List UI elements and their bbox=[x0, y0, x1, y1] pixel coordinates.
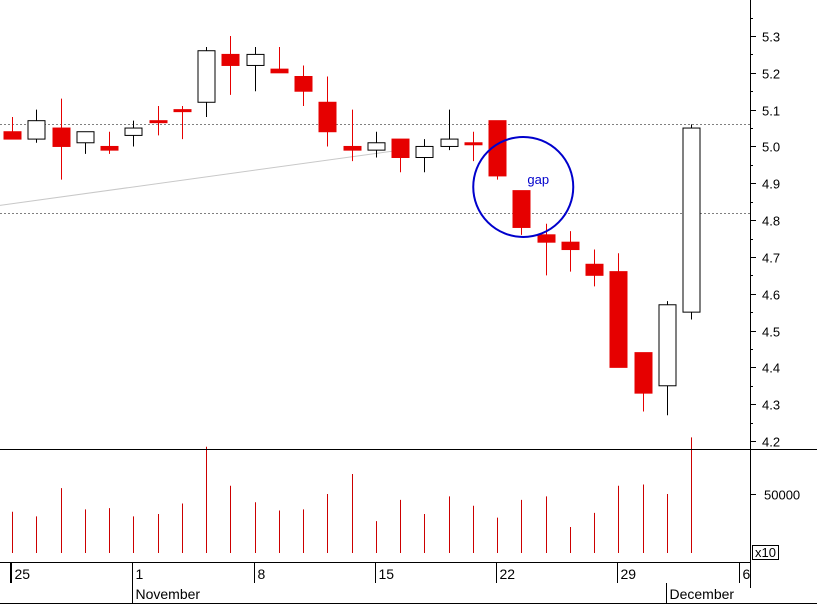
candle-body bbox=[658, 304, 677, 387]
candle-body bbox=[343, 145, 362, 151]
candle-body bbox=[270, 68, 289, 74]
candle bbox=[682, 124, 701, 320]
candle-body bbox=[173, 109, 192, 113]
candle-body bbox=[537, 234, 556, 243]
volume-multiplier-box bbox=[752, 545, 779, 560]
price-tick-label: 4.4 bbox=[762, 361, 780, 376]
price-axis: 4.2 4.3 4.4 4.5 4.6 4.7 4.8 4.9 5.0 5.1 5.2 5.3 bbox=[750, 18, 780, 450]
candle bbox=[100, 131, 119, 154]
date-tick-label: 29 bbox=[621, 566, 637, 582]
candle bbox=[537, 223, 556, 276]
month-tick-label: December bbox=[670, 586, 735, 602]
volume-tick-label: 50000 bbox=[764, 488, 800, 503]
candle-body bbox=[512, 190, 531, 228]
candle-body bbox=[246, 53, 265, 66]
candle-body bbox=[609, 271, 628, 368]
candle bbox=[3, 117, 22, 140]
candle-body bbox=[124, 127, 143, 136]
trend-line bbox=[0, 149, 401, 206]
volume-multiplier-label: x10 bbox=[755, 545, 776, 560]
candle-body bbox=[27, 120, 46, 140]
candle bbox=[124, 120, 143, 147]
price-tick-label: 4.5 bbox=[762, 325, 780, 340]
price-tick-label: 4.7 bbox=[762, 251, 780, 266]
candle bbox=[440, 109, 459, 151]
candle bbox=[270, 47, 289, 74]
price-tick-label: 5.0 bbox=[762, 140, 780, 155]
candle-body bbox=[52, 127, 71, 147]
volume-bars bbox=[12, 437, 692, 553]
price-tick-label: 5.2 bbox=[762, 67, 780, 82]
price-tick-label: 5.1 bbox=[762, 104, 780, 119]
candle-body bbox=[634, 352, 653, 394]
candle-body bbox=[415, 145, 434, 158]
candle-body bbox=[197, 50, 216, 103]
candle bbox=[221, 36, 240, 95]
candle-body bbox=[367, 142, 386, 151]
candle-body bbox=[100, 145, 119, 151]
candle bbox=[464, 131, 483, 162]
candle bbox=[609, 253, 628, 368]
candle bbox=[415, 139, 434, 173]
price-tick-label: 4.9 bbox=[762, 177, 780, 192]
candle bbox=[512, 190, 531, 235]
candle-body bbox=[294, 76, 313, 92]
candle bbox=[52, 98, 71, 180]
candle bbox=[246, 47, 265, 92]
candle bbox=[488, 120, 507, 180]
date-tick-label: 22 bbox=[500, 566, 516, 582]
candle-body bbox=[149, 120, 168, 124]
price-tick-label: 4.3 bbox=[762, 398, 780, 413]
candle bbox=[294, 65, 313, 106]
candle-body bbox=[682, 127, 701, 313]
gap-annotation-label: gap bbox=[527, 172, 549, 187]
gap-circle bbox=[472, 135, 575, 238]
candle bbox=[197, 47, 216, 117]
candle bbox=[367, 131, 386, 158]
annotations: gap bbox=[472, 135, 575, 238]
reference-lines bbox=[0, 124, 750, 214]
candle bbox=[76, 131, 95, 154]
price-tick-label: 4.2 bbox=[762, 435, 780, 450]
date-tick-label: 15 bbox=[379, 566, 395, 582]
candle-body bbox=[391, 138, 410, 159]
candle-body bbox=[561, 241, 580, 251]
date-tick-label: 25 bbox=[15, 566, 31, 582]
candle bbox=[343, 109, 362, 162]
volume-axis: 50000 x10 bbox=[750, 488, 800, 560]
candle bbox=[27, 109, 46, 143]
candle-body bbox=[464, 142, 483, 146]
candle-body bbox=[221, 53, 240, 66]
candle-body bbox=[585, 263, 604, 276]
price-tick-label: 4.8 bbox=[762, 214, 780, 229]
candle-body bbox=[3, 131, 22, 140]
candle bbox=[149, 105, 168, 136]
date-tick-label: 1 bbox=[136, 566, 144, 582]
candle bbox=[658, 301, 677, 416]
candle bbox=[391, 138, 410, 173]
month-tick-label: November bbox=[136, 586, 201, 602]
candle-body bbox=[318, 101, 337, 133]
candle bbox=[318, 76, 337, 147]
candle bbox=[634, 352, 653, 412]
candle bbox=[561, 231, 580, 272]
candle bbox=[173, 105, 192, 140]
date-tick-label: 8 bbox=[258, 566, 266, 582]
trend-lines bbox=[0, 149, 401, 206]
candles bbox=[3, 36, 701, 416]
date-tick-label: 6 bbox=[743, 566, 751, 582]
candle-body bbox=[76, 131, 95, 144]
candle-body bbox=[440, 138, 459, 147]
price-tick-label: 4.6 bbox=[762, 288, 780, 303]
candle-body bbox=[488, 120, 507, 177]
price-tick-label: 5.3 bbox=[762, 30, 780, 45]
candle bbox=[585, 249, 604, 287]
date-axis: 25 1 8 15 22 29 6 November December bbox=[10, 562, 751, 604]
